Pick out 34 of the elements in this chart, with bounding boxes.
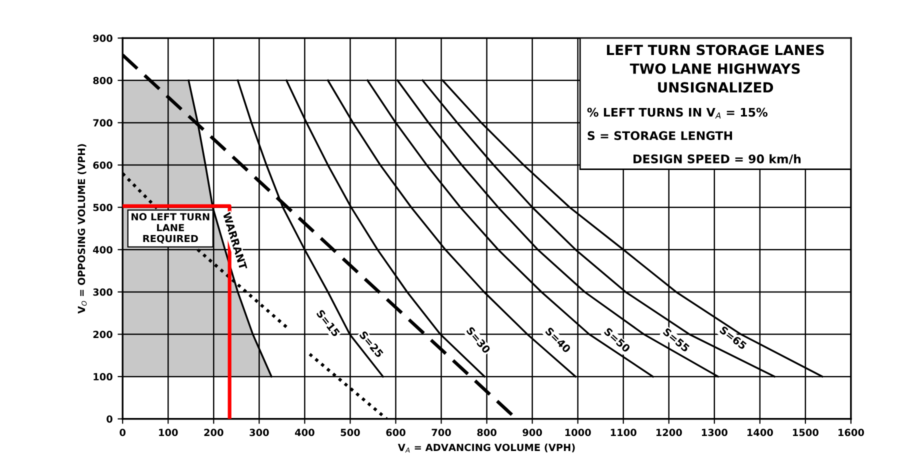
x-tick-label: 500 [340, 428, 360, 436]
x-tick-label: 1600 [838, 428, 864, 436]
x-tick-label: 800 [477, 428, 496, 436]
x-tick-label: 600 [386, 428, 406, 436]
y-tick-label: 400 [93, 246, 112, 254]
x-axis-title: V$_{A}$ = ADVANCING VOLUME (VPH) [398, 444, 575, 453]
y-tick-label: 300 [93, 288, 112, 296]
y-tick-label: 600 [93, 161, 112, 169]
x-tick-label: 1100 [610, 428, 636, 436]
x-tick-label: 900 [522, 428, 542, 436]
annotation: % LEFT TURNS IN V$_{A}$ = 15% [587, 108, 768, 118]
x-tick-label: 300 [250, 428, 269, 436]
x-tick-label: 1300 [702, 428, 728, 436]
x-tick-label: 1500 [792, 428, 818, 436]
y-tick-label: 700 [93, 119, 112, 127]
y-tick-label: 100 [94, 373, 112, 380]
x-tick-label: 200 [204, 428, 224, 436]
x-tick-label: 700 [432, 428, 451, 436]
y-tick-label: 500 [93, 204, 112, 212]
y-axis-title: V$_{O}$ = OPPOSING VOLUME (VPH) [78, 144, 87, 314]
y-tick-label: 800 [93, 76, 112, 84]
x-tick-label: 1200 [656, 428, 682, 436]
annotation: S = STORAGE LENGTH [588, 131, 732, 140]
y-tick-label: 200 [93, 330, 112, 338]
x-tick-label: 400 [294, 428, 314, 436]
text: LEFT TURN STORAGE LANES TWO LANE HIGHWAYS UNSIGNALIZED [606, 44, 824, 93]
y-tick-label: 0 [106, 415, 112, 423]
x-tick-label: 1000 [565, 428, 591, 436]
x-tick-label: 100 [159, 428, 178, 436]
x-tick-label: 1400 [747, 428, 773, 436]
x-tick-label: 0 [120, 428, 126, 436]
annotation: DESIGN SPEED = 90 km/h [634, 154, 801, 164]
annotation: NO LEFT TURN LANE REQUIRED [132, 213, 210, 244]
y-tick-label: 900 [93, 34, 112, 42]
